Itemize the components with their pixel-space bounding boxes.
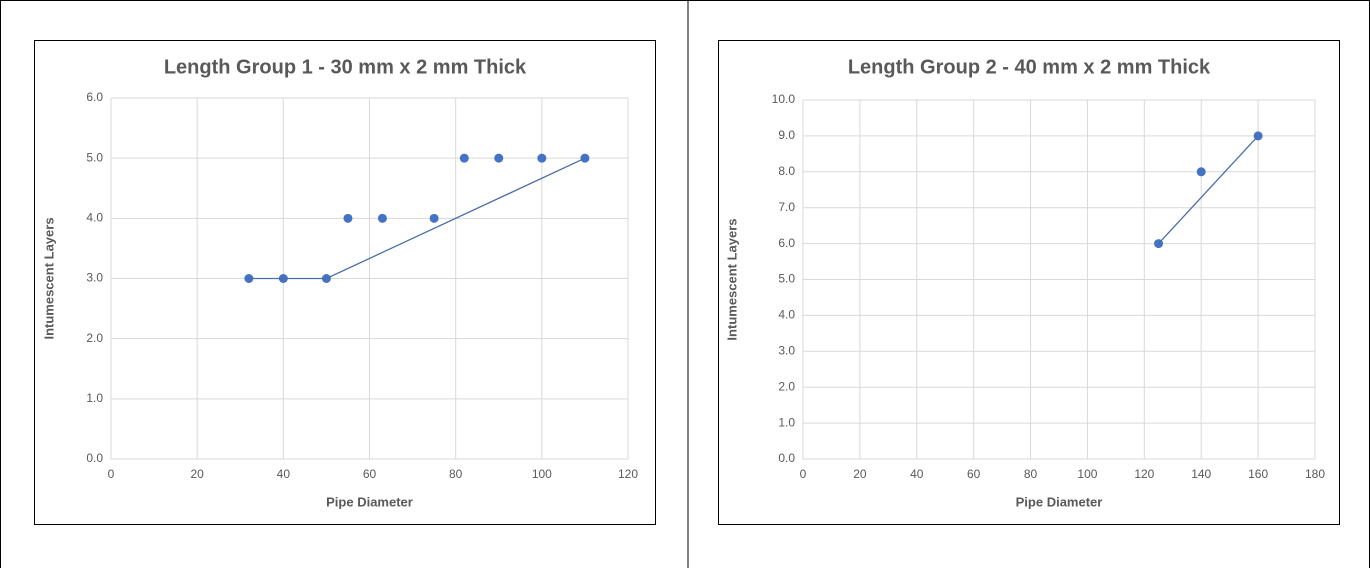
y-tick-label: 6.0 xyxy=(778,236,795,250)
y-axis-label: Intumescent Layers xyxy=(724,218,739,340)
y-tick-label: 7.0 xyxy=(778,200,795,214)
x-tick-label: 0 xyxy=(800,467,807,481)
x-tick-label: 40 xyxy=(277,467,291,481)
x-tick-label: 20 xyxy=(190,467,204,481)
x-tick-label: 80 xyxy=(449,467,463,481)
y-tick-label: 3.0 xyxy=(86,271,103,285)
data-point xyxy=(343,213,353,223)
y-tick-label: 2.0 xyxy=(778,379,795,393)
y-tick-label: 5.0 xyxy=(86,150,103,164)
x-tick-label: 100 xyxy=(1077,467,1097,481)
x-tick-label: 120 xyxy=(618,467,638,481)
x-tick-label: 0 xyxy=(108,467,115,481)
x-tick-label: 40 xyxy=(910,467,924,481)
y-tick-label: 0.0 xyxy=(778,451,795,465)
chart-title: Length Group 1 - 30 mm x 2 mm Thick xyxy=(164,56,527,78)
data-point xyxy=(377,213,387,223)
y-tick-label: 1.0 xyxy=(778,415,795,429)
data-point xyxy=(429,213,439,223)
x-tick-label: 140 xyxy=(1191,467,1211,481)
data-point xyxy=(459,153,469,163)
y-tick-label: 5.0 xyxy=(778,272,795,286)
x-tick-label: 100 xyxy=(532,467,552,481)
x-tick-label: 180 xyxy=(1305,467,1325,481)
y-tick-label: 0.0 xyxy=(86,451,103,465)
x-tick-label: 120 xyxy=(1134,467,1154,481)
y-tick-label: 9.0 xyxy=(778,128,795,142)
x-tick-label: 160 xyxy=(1248,467,1268,481)
y-tick-label: 2.0 xyxy=(86,331,103,345)
y-tick-label: 8.0 xyxy=(778,164,795,178)
x-tick-label: 20 xyxy=(853,467,867,481)
data-point xyxy=(1196,167,1206,177)
y-tick-label: 6.0 xyxy=(86,90,103,104)
x-tick-label: 80 xyxy=(1024,467,1038,481)
chart-title: Length Group 2 - 40 mm x 2 mm Thick xyxy=(848,56,1211,78)
x-axis-label: Pipe Diameter xyxy=(1016,494,1103,509)
series-line xyxy=(248,157,586,280)
x-tick-label: 60 xyxy=(363,467,377,481)
y-tick-label: 10.0 xyxy=(772,92,796,106)
chart-frame xyxy=(718,40,1340,525)
series-line xyxy=(1158,135,1259,245)
y-tick-label: 4.0 xyxy=(86,211,103,225)
data-point xyxy=(494,153,504,163)
y-tick-label: 4.0 xyxy=(778,308,795,322)
y-tick-label: 3.0 xyxy=(778,343,795,357)
x-axis-label: Pipe Diameter xyxy=(326,494,413,509)
x-tick-label: 60 xyxy=(967,467,981,481)
y-tick-label: 1.0 xyxy=(86,391,103,405)
data-point xyxy=(537,153,547,163)
chart-frame xyxy=(34,40,656,525)
y-axis-label: Intumescent Layers xyxy=(41,217,56,339)
